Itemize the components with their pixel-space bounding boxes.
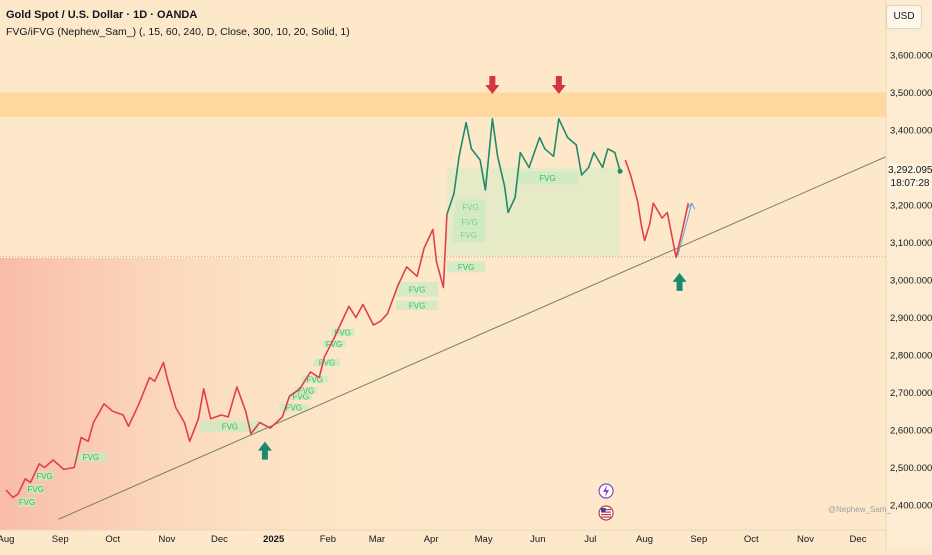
fvg-zone bbox=[331, 328, 355, 337]
fvg-zone bbox=[301, 375, 328, 384]
ascending-trendline bbox=[58, 153, 892, 520]
y-tick-label: 2,900.000 bbox=[890, 313, 932, 324]
y-tick-label: 3,100.000 bbox=[890, 238, 932, 249]
x-tick-label: Oct bbox=[744, 534, 759, 545]
x-tick-label: Aug bbox=[636, 534, 653, 545]
fvg-zone bbox=[446, 261, 486, 273]
fvg-zone bbox=[455, 199, 486, 215]
arrow-up-icon bbox=[672, 272, 687, 291]
fvg-label: FVG bbox=[409, 285, 425, 294]
y-tick-label: 2,600.000 bbox=[890, 426, 932, 437]
y-tick-label: 3,400.000 bbox=[890, 126, 932, 137]
x-tick-label: 2025 bbox=[263, 534, 285, 545]
author-watermark: @Nephew_Sam_ bbox=[828, 505, 891, 514]
fvg-zone bbox=[452, 227, 486, 243]
fvg-zone bbox=[200, 420, 260, 432]
price-line-bearish bbox=[624, 159, 690, 259]
chart-title: Gold Spot / U.S. Dollar · 1D · OANDA bbox=[6, 9, 198, 21]
fvg-label: FVG bbox=[458, 263, 474, 272]
y-tick-label: 3,000.000 bbox=[890, 276, 932, 287]
fvg-zone bbox=[74, 452, 108, 462]
flag-stripe bbox=[601, 509, 612, 511]
countdown-tag: 18:07:28 bbox=[888, 177, 932, 190]
current-price-tag: 3,292.095 bbox=[888, 164, 932, 177]
y-tick-label: 3,600.000 bbox=[890, 51, 932, 62]
arrow-down-icon bbox=[485, 76, 500, 94]
fvg-zone bbox=[26, 484, 45, 494]
x-tick-label: Dec bbox=[211, 534, 228, 545]
y-tick-label: 2,800.000 bbox=[890, 351, 932, 362]
indicator-legend[interactable]: FVG/iFVG (Nephew_Sam_) (, 15, 60, 240, D… bbox=[6, 26, 350, 38]
fvg-zone bbox=[322, 340, 346, 348]
x-tick-label: Dec bbox=[850, 534, 867, 545]
fvg-label: FVG bbox=[19, 498, 35, 507]
y-tick-label: 2,400.000 bbox=[890, 501, 932, 512]
fvg-label: FVG bbox=[286, 404, 302, 413]
price-axis-background bbox=[886, 0, 932, 550]
fvg-zone bbox=[35, 471, 54, 481]
fvg-zone bbox=[453, 214, 486, 230]
x-tick-label: May bbox=[475, 534, 493, 545]
projection-arrow-head bbox=[687, 202, 696, 210]
fvg-label: FVG bbox=[298, 387, 314, 396]
flag-stripe bbox=[601, 516, 612, 518]
fvg-label: FVG bbox=[36, 472, 52, 481]
bearish-gradient-fill bbox=[0, 258, 440, 530]
x-tick-label: Aug bbox=[0, 534, 14, 545]
fvg-label: FVG bbox=[539, 174, 555, 183]
currency-button[interactable]: USD bbox=[886, 5, 922, 29]
fvg-label: FVG bbox=[83, 453, 99, 462]
fvg-label: FVG bbox=[326, 340, 342, 349]
projection-arrow-line bbox=[677, 202, 693, 256]
lightning-event-icon bbox=[598, 483, 614, 499]
y-tick-label: 2,500.000 bbox=[890, 463, 932, 474]
flag-canton bbox=[601, 508, 606, 512]
fvg-label: FVG bbox=[335, 329, 351, 338]
last-price-dot bbox=[617, 168, 623, 174]
x-tick-label: Feb bbox=[320, 534, 336, 545]
x-tick-label: Nov bbox=[797, 534, 814, 545]
us-flag-event-icon bbox=[598, 505, 614, 521]
fvg-label: FVG bbox=[462, 203, 478, 212]
flag-stripe bbox=[601, 514, 612, 516]
x-tick-label: Jul bbox=[584, 534, 596, 545]
x-tick-label: Jun bbox=[530, 534, 545, 545]
fvg-zone bbox=[313, 358, 341, 367]
arrow-down-icon bbox=[551, 76, 566, 94]
fvg-label: FVG bbox=[319, 359, 335, 368]
y-tick-label: 3,200.000 bbox=[890, 201, 932, 212]
x-tick-label: Sep bbox=[690, 534, 707, 545]
price-line-bullish bbox=[446, 118, 621, 215]
fvg-label: FVG bbox=[409, 301, 425, 310]
x-tick-label: Oct bbox=[105, 534, 120, 545]
fvg-zone bbox=[294, 386, 318, 395]
x-tick-label: Nov bbox=[158, 534, 175, 545]
y-tick-label: 3,500.000 bbox=[890, 88, 932, 99]
x-tick-label: Sep bbox=[52, 534, 69, 545]
fvg-label: FVG bbox=[307, 375, 323, 384]
flag-stripe bbox=[601, 511, 612, 513]
x-tick-label: Mar bbox=[369, 534, 385, 545]
fvg-zone bbox=[18, 497, 36, 507]
fvg-label: FVG bbox=[222, 422, 238, 431]
x-tick-label: Apr bbox=[424, 534, 439, 545]
fvg-label: FVG bbox=[461, 231, 477, 240]
price-line-bearish bbox=[5, 214, 448, 499]
fvg-zone bbox=[278, 403, 309, 412]
fvg-label: FVG bbox=[293, 392, 309, 401]
y-tick-label: 2,700.000 bbox=[890, 388, 932, 399]
resistance-zone bbox=[0, 92, 886, 117]
fvg-zone bbox=[289, 392, 313, 400]
fvg-zone bbox=[396, 281, 439, 297]
fvg-label: FVG bbox=[461, 218, 477, 227]
lightning-bolt-icon bbox=[603, 485, 610, 497]
arrow-up-icon bbox=[257, 441, 272, 460]
fvg-zone bbox=[396, 300, 439, 310]
fvg-zone bbox=[516, 171, 579, 185]
fvg-label: FVG bbox=[28, 485, 44, 494]
